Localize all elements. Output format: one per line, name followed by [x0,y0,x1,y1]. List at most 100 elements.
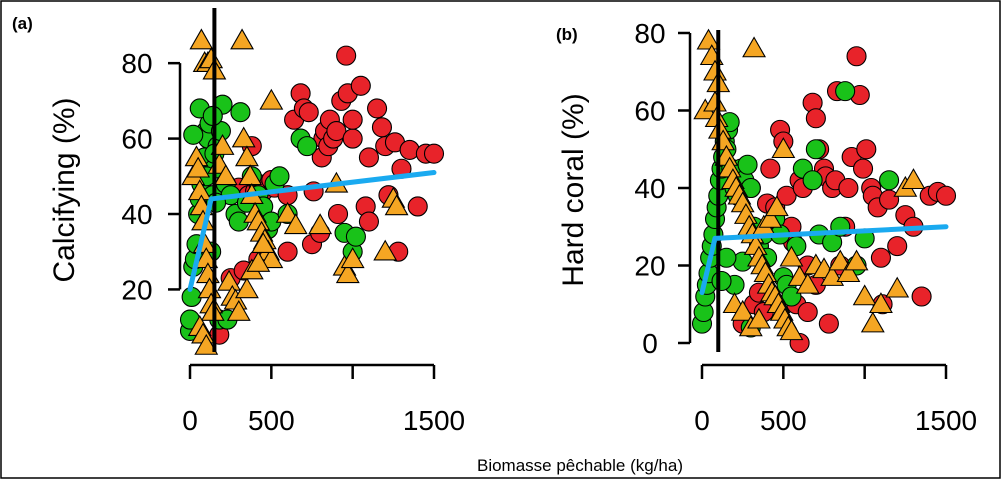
triangle-point [860,311,885,333]
green-circle-point [879,170,900,191]
panel-b-ticks: 0 20 40 60 80 0 500 1500 [634,18,977,436]
triangle-point [771,137,796,159]
green-circle-point [183,124,204,145]
triangle-point [186,156,211,178]
red-circle-point [342,128,363,149]
triangle-point [335,262,360,284]
triangle-point [283,213,308,235]
red-circle-point [856,139,877,160]
triangle-point [746,307,771,329]
y-tick-label: 40 [634,173,665,204]
triangle-point [779,245,804,267]
red-circle-point [935,185,957,206]
green-circle-point [269,166,290,187]
triangle-point [217,269,241,291]
red-circle-point [367,98,388,119]
fit-line [699,224,949,296]
triangle-point [901,168,926,190]
triangle-point [308,213,333,235]
triangle-point [885,276,910,298]
triangle-point [373,239,398,261]
panel-b-label: (b) [556,25,578,44]
x-axis-title: Biomasse pêchable (kg/ha) [477,456,683,475]
triangle-point [213,164,238,186]
green-circle-point [802,170,823,191]
y-tick-label: 80 [121,48,152,79]
triangle-point [230,28,255,50]
triangle-point [259,88,284,110]
triangle-point [275,201,300,223]
green-circle-point [737,154,758,175]
green-circle-point [835,81,856,102]
triangle-point [234,277,259,299]
triangle-point [836,261,861,283]
panel-a-plot [179,8,445,355]
triangle-point [210,134,235,155]
x-tick-label: 0 [182,405,198,436]
red-circle-point [327,203,349,225]
triangle-point [764,195,789,217]
red-circle-point [838,177,859,199]
red-circle-point [797,301,818,323]
green-circle-point [230,102,251,123]
red-circle-point [342,109,363,130]
red-circle-point [887,236,908,257]
red-circle-point [336,45,357,66]
x-tick-label: 500 [760,405,807,436]
triangle-point [828,249,853,271]
red-circle-point [358,147,379,168]
panel-a: (a) Calcifying (%) 20 40 60 80 0 500 1500 [12,8,465,436]
red-circle-point [852,158,874,179]
y-tick-label: 80 [634,18,665,49]
y-tick-label: 40 [121,199,152,230]
red-circle-point [423,143,445,164]
red-circle-point [911,286,932,307]
triangle-point [758,206,783,228]
red-circle-point [358,211,379,232]
triangle-point [779,319,804,341]
red-circle-point [846,46,867,67]
red-circle-point [326,120,347,142]
triangle-point [246,250,271,272]
triangle-point [730,299,755,321]
red-circle-point [350,75,371,96]
panel-b-plot [691,28,957,354]
triangle-point [231,126,256,148]
triangle-point [696,28,721,50]
red-circle-point [818,313,839,334]
triangle-point [340,247,365,269]
y-tick-label: 60 [634,96,665,127]
y-tick-label: 20 [634,251,665,282]
triangle-point [194,333,219,355]
green-circle-point [297,136,318,157]
panel-a-y-axis-title: Calcifying (%) [48,97,81,282]
triangle-point [742,36,767,58]
red-circle-point [277,241,298,262]
green-circle-point [345,226,366,247]
red-circle-point [805,108,826,129]
x-tick-label: 0 [694,405,710,436]
triangle-point [226,299,251,321]
panel-b: (b) Hard coral (%) 0 20 40 60 80 0 500 1500 [556,18,977,436]
triangle-point [844,249,869,271]
panel-a-ticks: 20 40 60 80 0 500 1500 [121,48,465,436]
triangle-point [251,232,276,253]
y-tick-label: 60 [121,124,152,155]
red-circle-point [870,247,891,268]
green-circle-point [805,139,826,160]
triangle-point [234,145,259,167]
triangle-point [259,247,284,269]
triangle-point [868,292,893,314]
triangle-point [384,194,409,216]
x-tick-label: 1500 [403,405,465,436]
fit-line [187,170,437,292]
panel-a-label: (a) [12,14,33,33]
red-circle-point [371,117,392,138]
y-tick-label: 20 [121,274,152,305]
triangle-point [795,272,820,294]
red-circle-point [760,158,781,179]
x-tick-label: 1500 [915,405,977,436]
triangle-point [189,28,214,50]
red-circle-point [407,196,428,217]
